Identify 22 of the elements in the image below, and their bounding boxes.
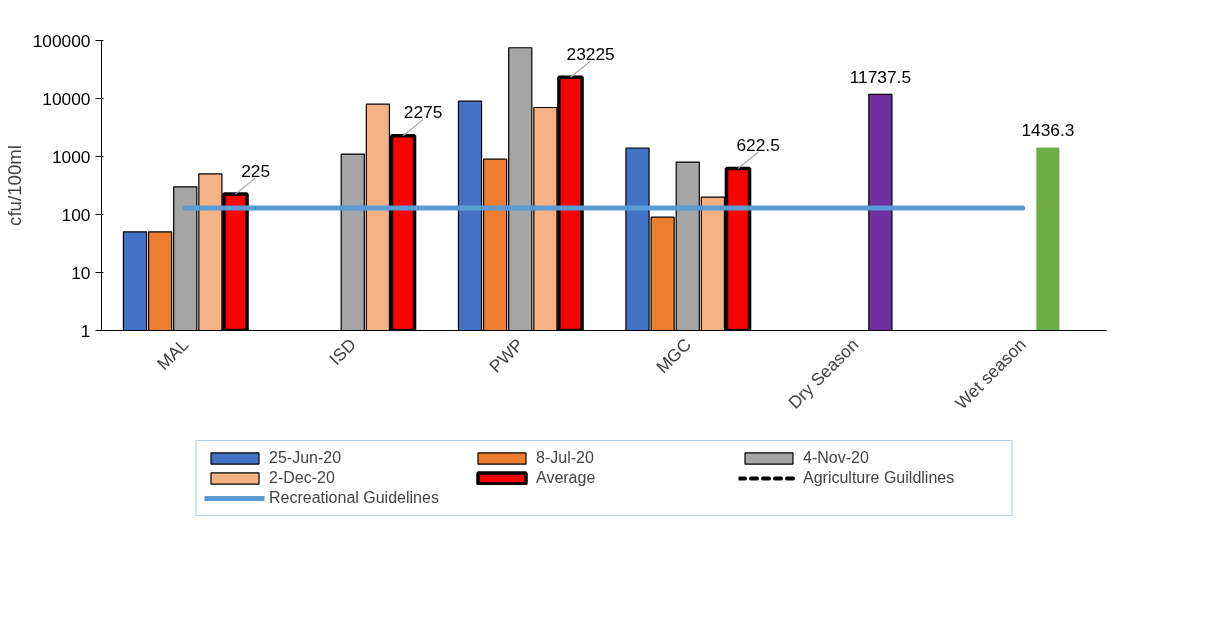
data-label: 225 [241,160,271,181]
y-tick-label: 10 [71,262,91,283]
y-axis-title: cfu/100ml [3,145,25,226]
legend-label: Average [536,469,597,487]
data-label: 2275 [403,102,443,123]
data-label: 1436.3 [1021,119,1075,140]
legend-label: Agriculture Guildlines [803,469,956,487]
legend-label: 8-Jul-20 [536,449,595,467]
legend-label: 2-Dec-20 [269,469,336,487]
y-tick-label: 100000 [32,30,91,51]
y-tick-label: 100 [61,204,91,225]
legend-label: Recreational Guidelines [269,489,440,507]
legend-label: 4-Nov-20 [803,449,870,467]
data-label: 11737.5 [849,66,912,87]
x-tick-label: MAL [152,334,193,374]
y-tick-label: 10000 [42,88,91,109]
y-tick-label: 1000 [51,146,91,167]
data-label: 23225 [566,43,615,64]
legend-label: 25-Jun-20 [269,449,343,467]
data-label: 622.5 [736,134,780,155]
x-tick-label: ISD [325,334,360,369]
y-tick-label: 1 [80,320,91,341]
